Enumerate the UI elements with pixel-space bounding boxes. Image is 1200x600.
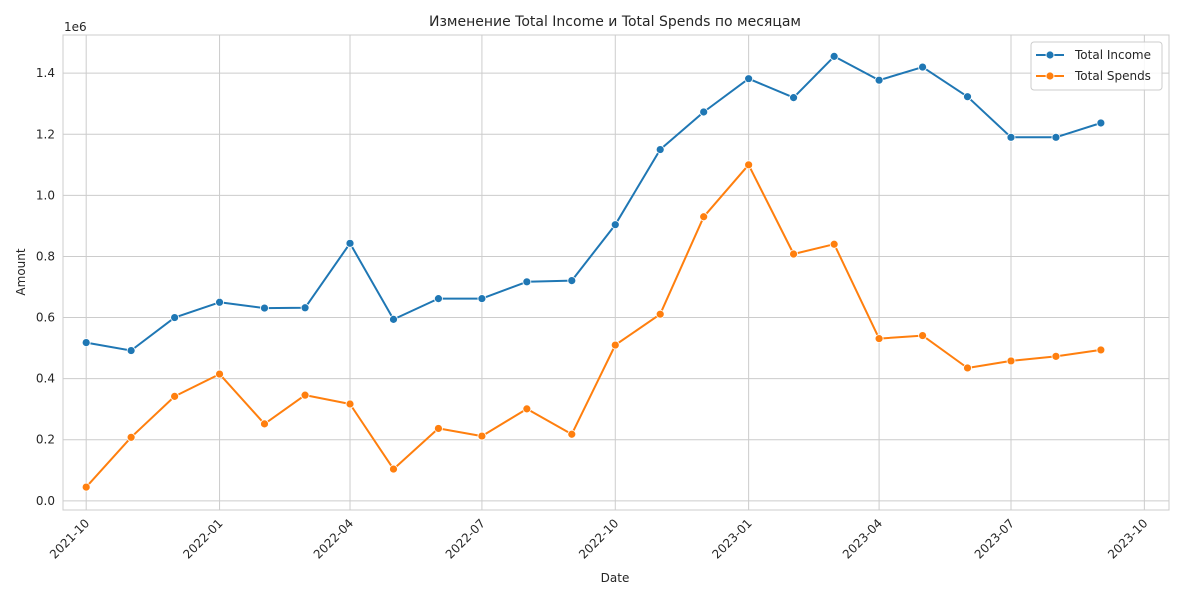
- data-point: [522, 404, 532, 414]
- data-point: [744, 160, 754, 170]
- data-point: [829, 51, 839, 61]
- data-point: [789, 93, 798, 103]
- data-point: [345, 399, 355, 409]
- data-point: [829, 239, 839, 249]
- legend: Total Income Total Spends: [1030, 41, 1163, 91]
- chart-title: Изменение Total Income и Total Spends по…: [429, 14, 801, 30]
- x-tick-label: 2022-10: [576, 516, 621, 561]
- legend-marker: [1045, 71, 1055, 81]
- legend-label: Total Spends: [1074, 69, 1151, 83]
- y-offset-label: 1e6: [64, 20, 87, 34]
- y-tick-labels: 0.0 0.2 0.4 0.6 0.8 1.0 1.2 1.4: [36, 66, 55, 508]
- data-point: [522, 277, 532, 287]
- x-tick-label: 2023-07: [972, 516, 1017, 561]
- x-tick-label: 2023-04: [840, 516, 885, 561]
- x-tick-labels: 2021-10 2022-01 2022-04 2022-07 2022-10 2023-…: [47, 516, 1151, 561]
- x-tick-label: 2021-10: [47, 516, 92, 561]
- data-point: [1006, 132, 1016, 142]
- data-point: [963, 363, 972, 373]
- data-point: [477, 431, 487, 441]
- data-point: [170, 313, 180, 322]
- series-line: [85, 163, 1102, 488]
- legend-marker: [1045, 50, 1055, 60]
- y-tick-label: 0.4: [36, 372, 55, 386]
- data-point: [389, 464, 398, 474]
- data-point: [699, 212, 709, 222]
- data-point: [567, 276, 577, 285]
- y-tick-label: 0.0: [36, 494, 55, 508]
- series-layer: [81, 51, 1106, 492]
- data-point: [126, 346, 136, 355]
- data-point: [300, 303, 310, 313]
- data-point: [918, 62, 927, 72]
- data-point: [215, 297, 224, 307]
- data-point: [610, 340, 620, 350]
- data-point: [389, 314, 398, 324]
- data-point: [1096, 118, 1106, 128]
- data-point: [1051, 132, 1061, 142]
- data-point: [345, 238, 355, 248]
- y-tick-label: 1.4: [36, 66, 55, 80]
- data-point: [918, 331, 927, 340]
- data-point: [260, 303, 269, 313]
- data-point: [655, 309, 665, 319]
- data-point: [567, 429, 577, 439]
- data-point: [126, 432, 136, 442]
- data-point: [260, 419, 269, 429]
- y-tick-label: 1.0: [36, 188, 55, 202]
- data-point: [1096, 345, 1106, 355]
- series-total-income: [81, 51, 1106, 355]
- data-point: [610, 220, 620, 230]
- x-tick-label: 2022-04: [311, 516, 356, 561]
- y-axis-title: Amount: [14, 248, 28, 295]
- data-point: [215, 369, 224, 379]
- y-tick-label: 0.2: [36, 433, 55, 447]
- data-point: [874, 75, 884, 85]
- data-point: [744, 74, 754, 84]
- x-tick-label: 2022-01: [180, 516, 225, 561]
- data-point: [170, 391, 180, 401]
- grid: [63, 35, 1169, 510]
- data-point: [477, 294, 487, 304]
- data-point: [300, 390, 310, 400]
- y-tick-label: 0.6: [36, 311, 55, 325]
- data-point: [874, 334, 884, 344]
- data-point: [699, 107, 709, 117]
- legend-label: Total Income: [1074, 48, 1151, 62]
- data-point: [655, 145, 665, 154]
- data-point: [789, 249, 798, 259]
- series-total-spends: [81, 160, 1106, 492]
- y-tick-label: 0.8: [36, 249, 55, 263]
- x-tick-label: 2023-01: [709, 516, 754, 561]
- data-point: [1051, 351, 1061, 361]
- x-axis-title: Date: [601, 571, 630, 585]
- data-point: [81, 482, 91, 492]
- data-point: [1006, 356, 1016, 366]
- series-line: [86, 55, 1102, 352]
- x-tick-label: 2023-10: [1105, 516, 1150, 561]
- data-point: [434, 294, 443, 304]
- data-point: [434, 424, 443, 433]
- x-tick-label: 2022-07: [443, 516, 488, 561]
- data-point: [81, 338, 91, 348]
- y-tick-label: 1.2: [36, 127, 55, 141]
- data-point: [963, 92, 972, 102]
- plot-area-frame: [62, 34, 1170, 511]
